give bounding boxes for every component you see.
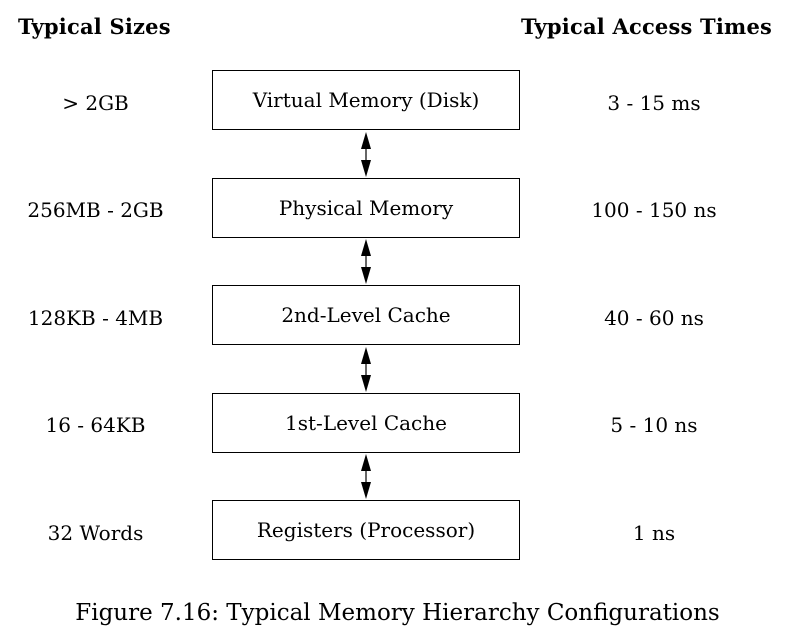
size-label-physical-memory: 256MB - 2GB (27, 198, 164, 222)
size-label-l2-cache: 128KB - 4MB (27, 306, 164, 330)
level-box-physical-memory: Physical Memory (212, 178, 520, 238)
size-label-virtual-memory: > 2GB (62, 91, 129, 115)
bidirectional-arrow-l1-registers (361, 454, 371, 499)
access-time-virtual-memory: 3 - 15 ms (607, 91, 701, 115)
level-box-l2-cache: 2nd-Level Cache (212, 285, 520, 345)
bidirectional-arrow-physical-l2 (361, 239, 371, 284)
sizes-column-heading: Typical Sizes (18, 14, 171, 39)
access-time-physical-memory: 100 - 150 ns (591, 198, 717, 222)
figure-caption: Figure 7.16: Typical Memory Hierarchy Co… (75, 600, 720, 626)
access-time-l1-cache: 5 - 10 ns (610, 413, 698, 437)
bidirectional-arrow-l2-l1 (361, 347, 371, 392)
access-time-l2-cache: 40 - 60 ns (604, 306, 704, 330)
bidirectional-arrow-virtual-physical (361, 132, 371, 177)
level-box-virtual-memory: Virtual Memory (Disk) (212, 70, 520, 130)
size-label-l1-cache: 16 - 64KB (45, 413, 146, 437)
level-box-l1-cache: 1st-Level Cache (212, 393, 520, 453)
access-time-registers: 1 ns (632, 521, 676, 545)
access-times-column-heading: Typical Access Times (521, 14, 773, 39)
level-box-registers: Registers (Processor) (212, 500, 520, 560)
size-label-registers: 32 Words (47, 521, 144, 545)
